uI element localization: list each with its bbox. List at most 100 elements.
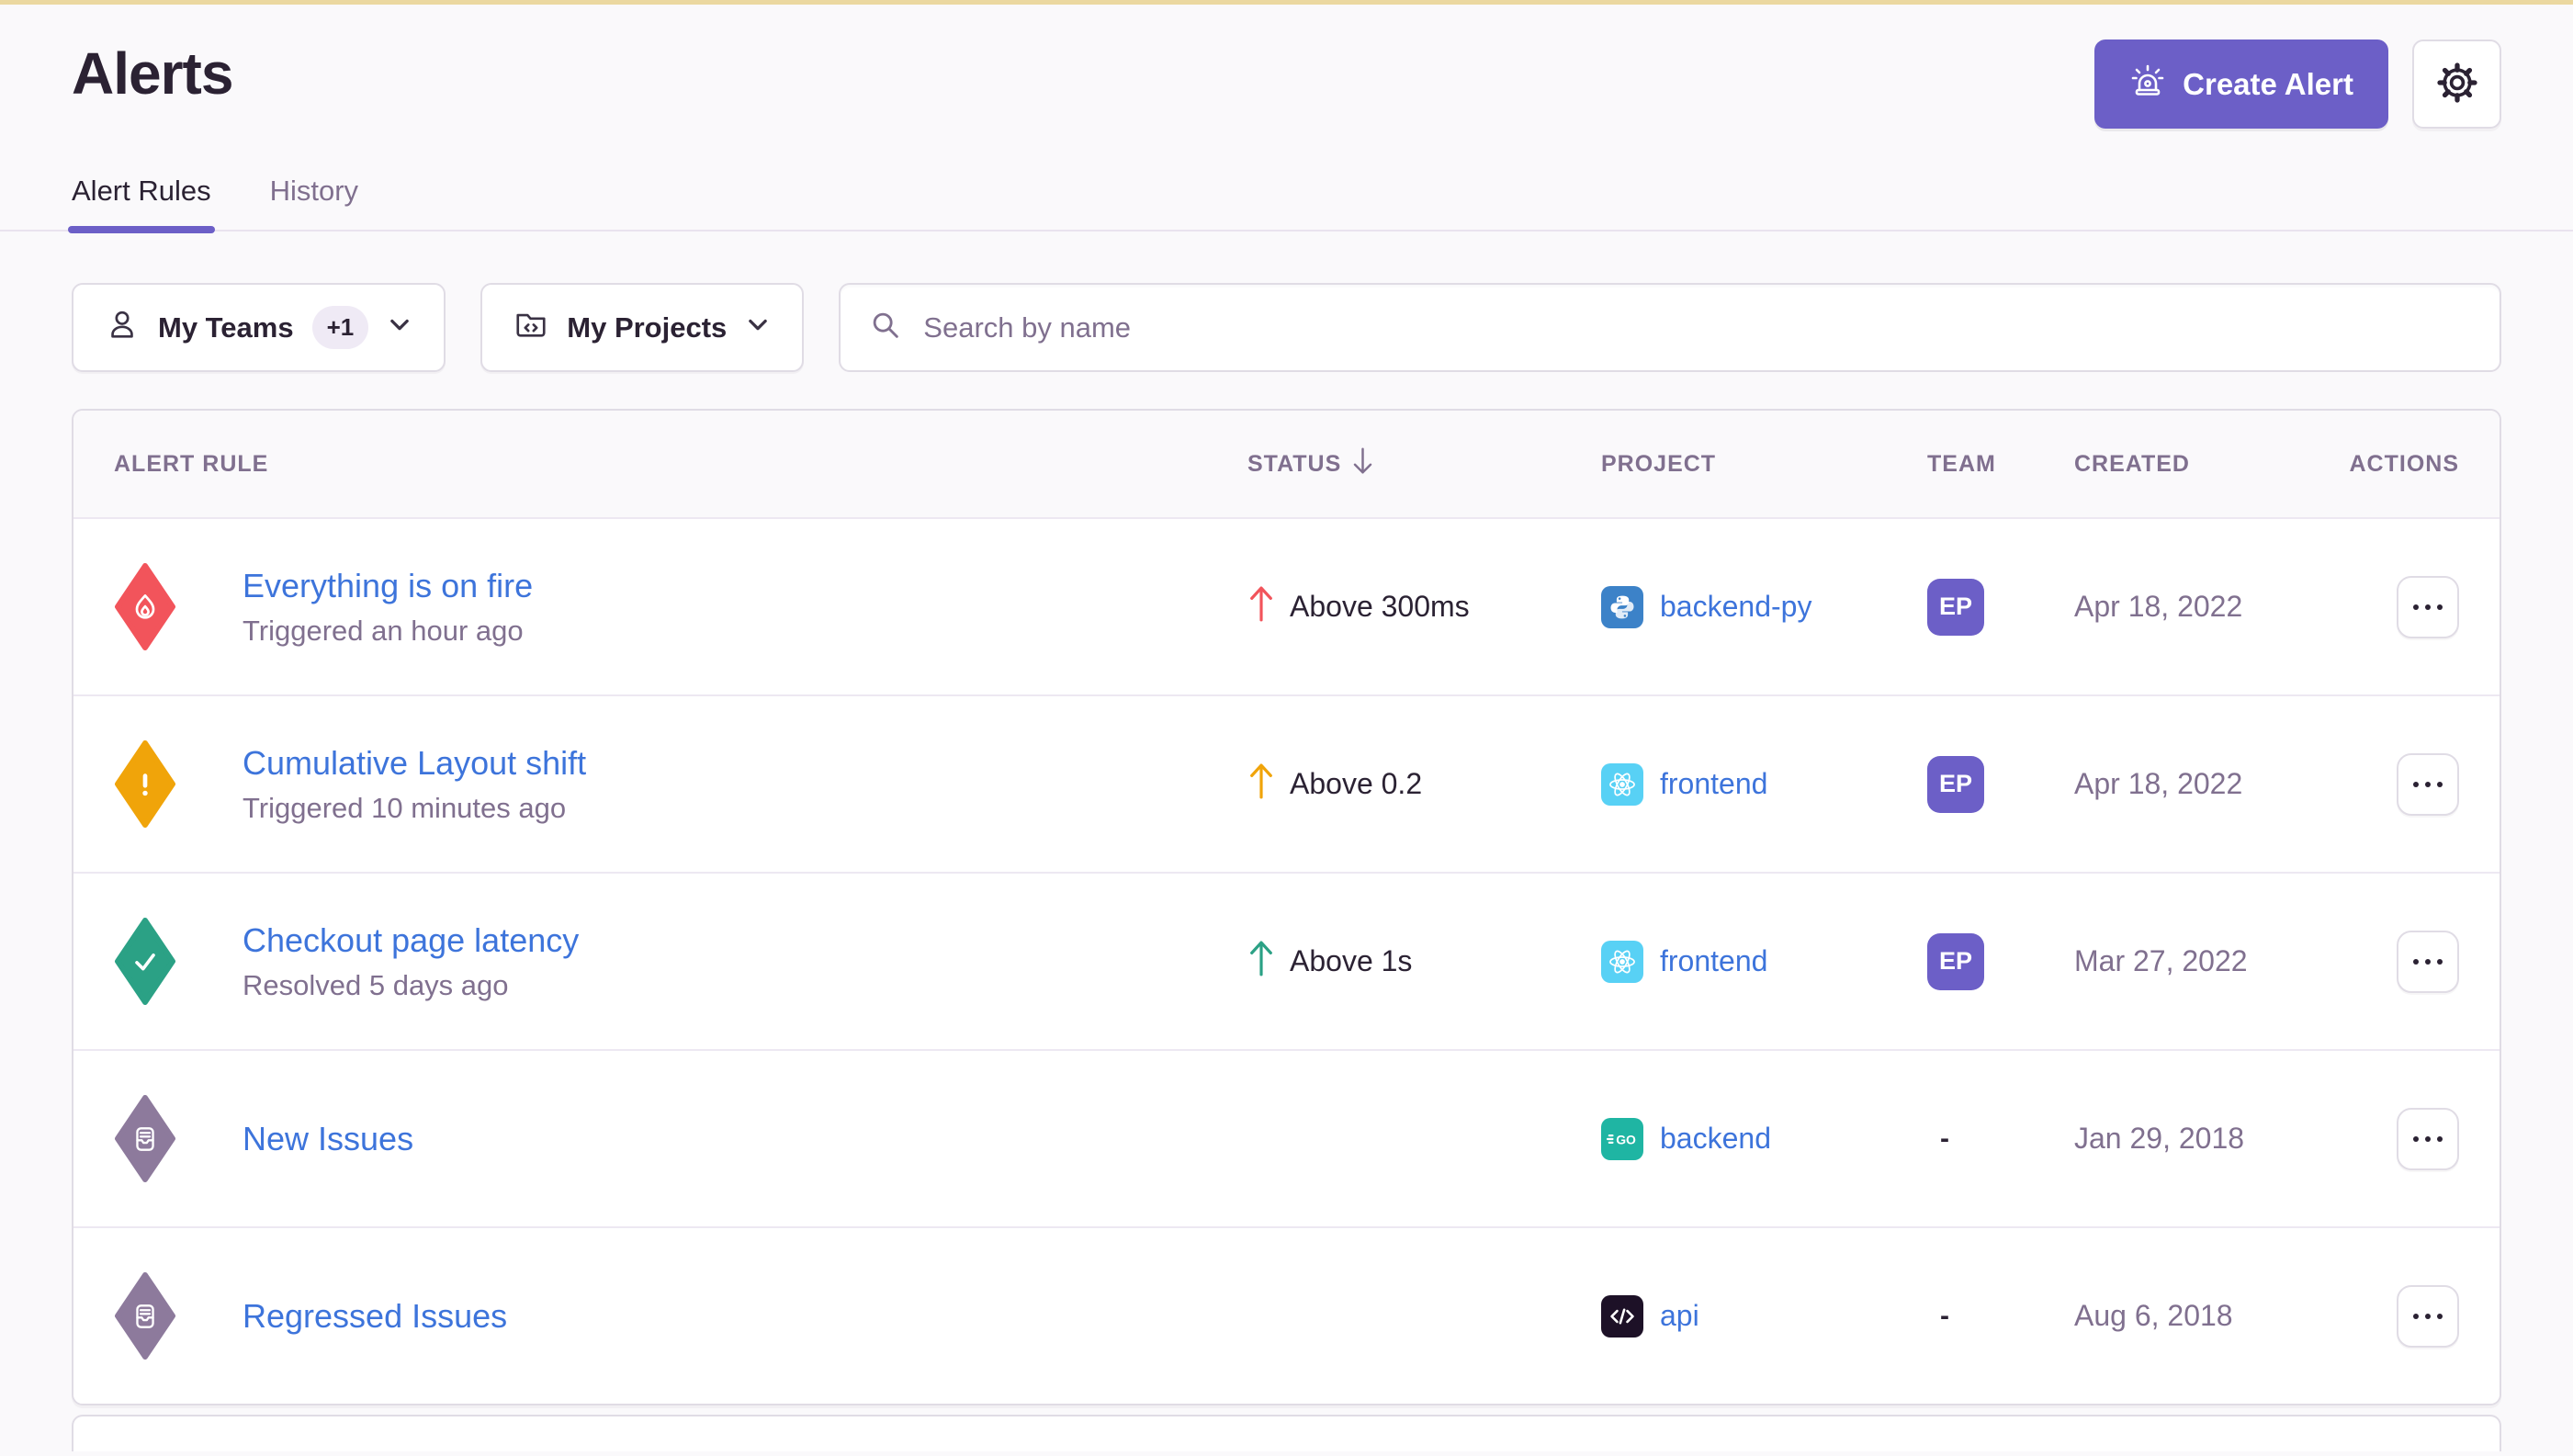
warning-diamond-badge <box>114 739 176 829</box>
created-cell: Jan 29, 2018 <box>2074 1122 2336 1156</box>
created-date: Jan 29, 2018 <box>2074 1122 2245 1155</box>
project-link[interactable]: frontend <box>1660 944 1768 977</box>
alert-rule-activity: Resolved 5 days ago <box>243 968 509 1001</box>
project-link[interactable]: frontend <box>1660 767 1768 800</box>
gear-icon <box>2436 62 2478 107</box>
projects-filter-dropdown[interactable]: My Projects <box>480 283 805 372</box>
folder-code-icon <box>513 307 548 349</box>
alarm-icon <box>2129 62 2166 107</box>
row-actions-button[interactable] <box>2397 1107 2459 1170</box>
project-link[interactable]: backend <box>1660 1122 1771 1155</box>
trend-up-arrow-icon <box>1247 583 1275 631</box>
teams-count-badge: +1 <box>311 306 369 349</box>
search-input[interactable] <box>923 310 2472 344</box>
project-cell: api <box>1601 1294 1927 1337</box>
code-icon <box>1601 1294 1643 1337</box>
issue-diamond-badge <box>114 1094 176 1183</box>
flame-icon <box>114 562 176 651</box>
row-actions-button[interactable] <box>2397 930 2459 993</box>
header-actions: Create Alert <box>2094 40 2501 129</box>
issue-stack-icon <box>114 1094 176 1183</box>
next-panel-edge <box>72 1415 2501 1451</box>
project-link[interactable]: backend-py <box>1660 590 1812 623</box>
go-icon: GO <box>1601 1117 1643 1160</box>
alert-rule-link[interactable]: Cumulative Layout shift <box>243 743 587 782</box>
column-header-alert-rule: Alert Rule <box>114 450 269 477</box>
alert-rule-activity: Triggered an hour ago <box>243 614 524 647</box>
team-avatar[interactable]: EP <box>1927 755 1984 813</box>
project-cell: frontend <box>1601 940 1927 983</box>
created-cell: Apr 18, 2022 <box>2074 590 2336 624</box>
created-date: Apr 18, 2022 <box>2074 767 2243 800</box>
team-cell: - <box>1927 1301 2074 1332</box>
tab-history[interactable]: History <box>269 175 359 207</box>
table-row: New Issues GO backend - Jan 29, 2018 <box>73 1049 2500 1226</box>
svg-text:GO: GO <box>1616 1132 1636 1146</box>
table-body: Everything is on fire Triggered an hour … <box>73 517 2500 1404</box>
tab-bar: Alert Rules History <box>0 175 2573 233</box>
issue-diamond-badge <box>114 1271 176 1360</box>
team-cell: - <box>1927 1123 2074 1155</box>
actions-cell <box>2336 1107 2459 1170</box>
status-cell: Above 1s <box>1247 938 1601 986</box>
filter-bar: My Teams +1 My Projects <box>72 283 2501 372</box>
created-date: Apr 18, 2022 <box>2074 590 2243 623</box>
team-avatar[interactable]: EP <box>1927 578 1984 636</box>
team-avatar[interactable]: EP <box>1927 932 1984 990</box>
exclamation-icon <box>114 739 176 829</box>
react-icon <box>1601 762 1643 806</box>
team-cell: EP <box>1927 578 2074 636</box>
team-empty: - <box>1940 1300 1949 1331</box>
person-icon <box>105 307 140 349</box>
main-content: My Teams +1 My Projects Alert Rule Statu… <box>0 283 2573 1451</box>
page-title: Alerts <box>72 40 233 107</box>
created-date: Mar 27, 2022 <box>2074 944 2248 977</box>
column-header-created: Created <box>2074 450 2190 477</box>
created-cell: Apr 18, 2022 <box>2074 767 2336 801</box>
actions-cell <box>2336 1284 2459 1348</box>
team-cell: EP <box>1927 932 2074 990</box>
actions-cell <box>2336 575 2459 638</box>
create-alert-button[interactable]: Create Alert <box>2094 40 2388 129</box>
column-header-status[interactable]: Status <box>1247 446 1601 483</box>
alert-rule-link[interactable]: Regressed Issues <box>243 1296 508 1335</box>
search-box <box>839 283 2501 372</box>
critical-diamond-badge <box>114 562 176 651</box>
sort-desc-icon <box>1350 446 1375 483</box>
project-link[interactable]: api <box>1660 1299 1699 1332</box>
react-icon <box>1601 940 1643 983</box>
alert-rule-link[interactable]: New Issues <box>243 1119 414 1157</box>
issue-stack-icon <box>114 1271 176 1360</box>
table-row: Cumulative Layout shift Triggered 10 min… <box>73 694 2500 872</box>
status-threshold: Above 1s <box>1290 944 1413 977</box>
alert-rule-link[interactable]: Checkout page latency <box>243 920 580 959</box>
created-cell: Aug 6, 2018 <box>2074 1299 2336 1333</box>
top-accent-strip <box>0 0 2573 5</box>
table-row: Checkout page latency Resolved 5 days ag… <box>73 872 2500 1049</box>
actions-cell <box>2336 752 2459 816</box>
check-icon <box>114 917 176 1006</box>
row-actions-button[interactable] <box>2397 575 2459 638</box>
row-actions-button[interactable] <box>2397 1284 2459 1348</box>
column-header-actions: Actions <box>2349 450 2459 477</box>
created-cell: Mar 27, 2022 <box>2074 944 2336 978</box>
trend-up-arrow-icon <box>1247 761 1275 808</box>
created-date: Aug 6, 2018 <box>2074 1299 2233 1332</box>
tab-alert-rules[interactable]: Alert Rules <box>68 175 215 233</box>
table-row: Everything is on fire Triggered an hour … <box>73 517 2500 694</box>
teams-filter-dropdown[interactable]: My Teams +1 <box>72 283 446 372</box>
alert-rule-link[interactable]: Everything is on fire <box>243 566 534 604</box>
settings-button[interactable] <box>2412 40 2501 129</box>
row-actions-button[interactable] <box>2397 752 2459 816</box>
project-cell: backend-py <box>1601 585 1927 628</box>
status-cell: Above 300ms <box>1247 583 1601 631</box>
create-alert-label: Create Alert <box>2183 66 2353 101</box>
alert-rule-activity: Triggered 10 minutes ago <box>243 791 567 824</box>
alert-rules-table: Alert Rule Status Project Team Created A… <box>72 409 2501 1405</box>
actions-cell <box>2336 930 2459 993</box>
chevron-down-icon <box>387 311 412 344</box>
search-icon <box>868 308 903 347</box>
page-header: Alerts Create Alert <box>0 5 2573 129</box>
column-header-project: Project <box>1601 450 1717 477</box>
project-cell: frontend <box>1601 762 1927 806</box>
